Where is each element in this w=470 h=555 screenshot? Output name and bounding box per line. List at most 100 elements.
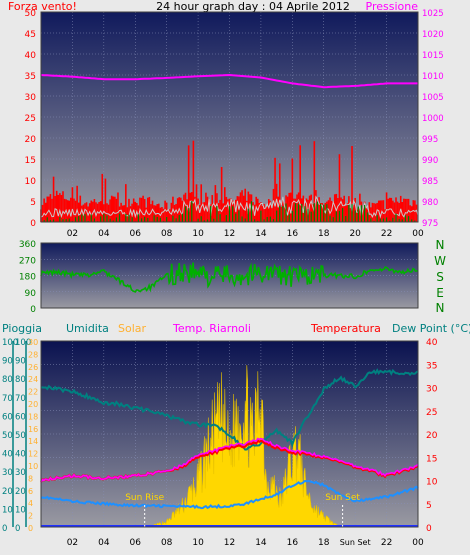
page-title: 24 hour graph day : 04 Aprile 2012	[156, 0, 350, 13]
temperature-x-tick-label: Sun Set	[340, 538, 371, 547]
temperature-x-tick-label: 12	[224, 538, 235, 548]
solar-tick-label: 4	[28, 499, 33, 508]
temperature-x-tick-label: 18	[318, 538, 330, 548]
pressure-tick-label: 1000	[422, 114, 444, 124]
direction-plot-area	[41, 243, 418, 308]
pressure-line	[40, 73, 418, 89]
rain-tick-label: 20	[2, 487, 13, 497]
temperature-x-tick-label: 06	[130, 538, 142, 548]
humidity-tick-label: 30	[15, 468, 26, 478]
pressure-tick-label: 1015	[422, 51, 444, 61]
legend-rain: Pioggia	[2, 322, 42, 335]
temperature-tick-label: 35	[426, 361, 437, 371]
wind-x-tick-label: 10	[192, 229, 204, 239]
temperature-tick-label: 10	[426, 478, 438, 488]
pressure-tick-label: 1020	[422, 30, 444, 40]
temperature-x-tick-label: 16	[287, 538, 299, 548]
wind-tick-label: 5	[30, 198, 36, 208]
pressure-tick-label: 1005	[422, 93, 444, 103]
humidity-tick-label: 70	[15, 394, 26, 404]
temperature-tick-label: 40	[426, 338, 438, 348]
humidity-tick-label: 40	[15, 450, 26, 460]
rain-tick-label: 60	[2, 412, 13, 422]
temperature-x-tick-label: 22	[381, 538, 392, 548]
compass-label: W	[434, 254, 446, 268]
wind-x-tick-label: 08	[161, 229, 173, 239]
wind-x-tick-label: 12	[224, 229, 235, 239]
temperature-tick-label: 0	[426, 524, 432, 534]
pressure-tick-label: 985	[422, 177, 438, 187]
temperature-tick-label: 5	[426, 501, 432, 511]
temperature-x-tick-label: 14	[255, 538, 267, 548]
solar-tick-label: 12	[28, 450, 38, 459]
plot-border	[40, 11, 419, 223]
rain-tick-label: 30	[2, 468, 13, 478]
legend-heat-index: Temp. Riarnoli	[172, 322, 251, 335]
humidity-tick-label: 50	[15, 431, 26, 441]
legend-temperature: Temperatura	[310, 322, 381, 335]
pressure-axis-title: Pressione	[366, 0, 419, 13]
pressure-tick-label: 975	[422, 219, 438, 229]
temperature-x-tick-label: 08	[161, 538, 173, 548]
solar-tick-label: 14	[28, 437, 38, 446]
compass-label: S	[436, 270, 444, 284]
legend-humidity: Umidita	[66, 322, 109, 335]
dewpoint-line	[40, 479, 419, 510]
solar-tick-label: 0	[28, 524, 33, 533]
compass-label: N	[436, 301, 445, 315]
temperature-x-tick-label: 10	[192, 538, 204, 548]
solar-tick-label: 6	[28, 487, 33, 496]
wind-x-tick-label: 14	[255, 229, 267, 239]
rain-tick-label: 10	[2, 505, 13, 515]
solar-tick-label: 8	[28, 474, 33, 483]
rain-tick-label: 50	[2, 431, 13, 441]
pressure-tick-label: 990	[422, 156, 438, 166]
direction-tick-label: 360	[19, 240, 36, 250]
direction-tick-label: 270	[19, 256, 36, 266]
humidity-tick-label: 100	[15, 338, 31, 348]
sunrise-label: Sun Rise	[125, 493, 164, 503]
wind-direction-line	[40, 262, 419, 293]
pressure-tick-label: 1010	[422, 72, 444, 82]
humidity-line	[40, 368, 419, 451]
pressure-tick-label: 980	[422, 198, 438, 208]
wind-x-tick-label: 18	[318, 229, 330, 239]
wind-x-tick-label: 00	[412, 229, 424, 239]
solar-tick-label: 24	[28, 375, 38, 384]
humidity-tick-label: 90	[15, 357, 26, 367]
wind-x-tick-label: 04	[98, 229, 110, 239]
compass-label: N	[436, 238, 445, 252]
solar-tick-label: 2	[28, 512, 33, 521]
wind-axis-title: Forza vento!	[8, 0, 77, 13]
legend-dewpoint: Dew Point (°C)	[392, 322, 470, 335]
humidity-tick-label: 80	[15, 375, 26, 385]
wind-x-tick-label: 02	[67, 229, 78, 239]
wind-gust-series	[40, 201, 416, 222]
rain-tick-label: 100	[2, 338, 18, 348]
humidity-tick-label: 60	[15, 412, 26, 422]
wind-tick-label: 10	[25, 177, 37, 187]
wind-tick-label: 25	[25, 114, 36, 124]
wind-x-tick-label: 06	[130, 229, 142, 239]
sunset-label: Sun Set	[325, 493, 360, 503]
rain-tick-label: 80	[2, 375, 13, 385]
solar-tick-label: 28	[28, 350, 38, 359]
temperature-x-tick-label: 04	[98, 538, 110, 548]
pressure-tick-label: 1025	[422, 9, 444, 19]
direction-tick-label: 180	[19, 273, 36, 283]
humidity-tick-label: 20	[15, 487, 26, 497]
temperature-tick-label: 30	[426, 385, 438, 395]
solar-tick-label: 18	[28, 412, 38, 421]
temperature-x-tick-label: 00	[412, 538, 424, 548]
wind-tick-label: 35	[25, 72, 36, 82]
solar-tick-label: 20	[28, 400, 38, 409]
legend-solar: Solar	[118, 322, 147, 335]
solar-tick-label: 26	[28, 363, 38, 372]
wind-tick-label: 20	[25, 135, 37, 145]
wind-x-tick-label: 16	[287, 229, 299, 239]
solar-tick-label: 30	[28, 338, 38, 347]
temperature-tick-label: 25	[426, 408, 437, 418]
pressure-tick-label: 995	[422, 135, 438, 145]
temperature-x-tick-label: 02	[67, 538, 78, 548]
